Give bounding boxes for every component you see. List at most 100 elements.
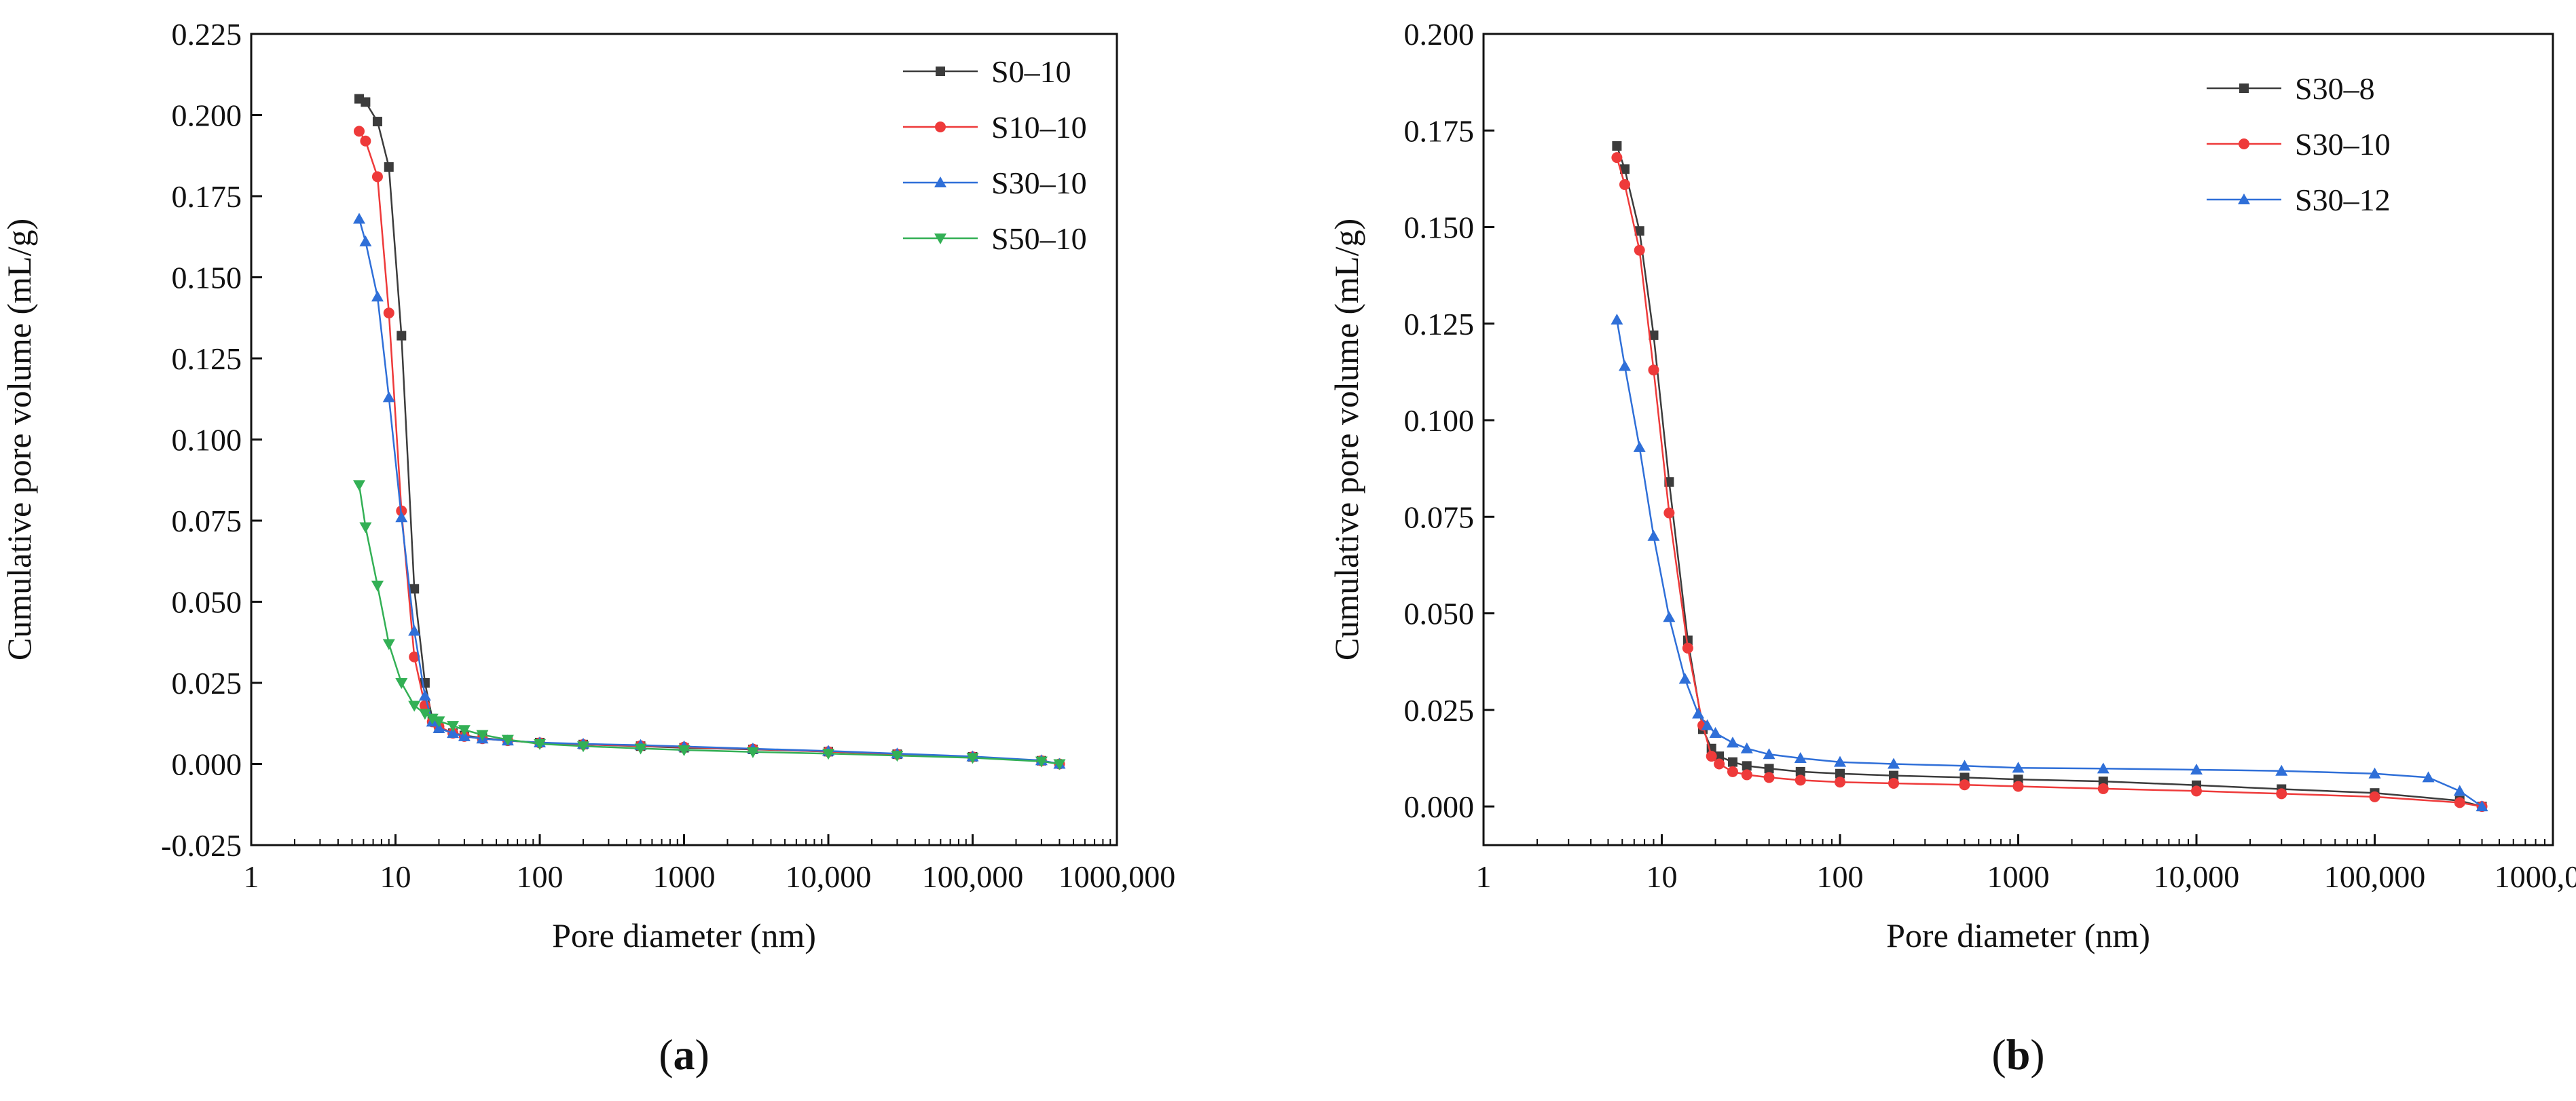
y-tick-label: 0.075 bbox=[1404, 500, 1475, 534]
y-tick-label: 0.175 bbox=[1404, 113, 1475, 148]
data-point bbox=[352, 480, 365, 491]
data-point bbox=[1764, 764, 1774, 774]
y-tick-label: 0.125 bbox=[172, 341, 242, 376]
data-point bbox=[501, 734, 514, 746]
data-point bbox=[447, 721, 460, 732]
data-point bbox=[2190, 764, 2203, 775]
data-point bbox=[1726, 736, 1739, 748]
x-tick-label: 100 bbox=[517, 859, 564, 894]
data-point bbox=[352, 212, 365, 224]
legend-entry: S30–10 bbox=[2207, 127, 2391, 162]
x-tick-label: 1000,000 bbox=[1059, 859, 1176, 894]
data-point bbox=[1958, 760, 1971, 771]
data-point bbox=[433, 716, 445, 728]
series-S0–10 bbox=[354, 94, 1065, 769]
data-point bbox=[1727, 757, 1737, 767]
data-point bbox=[2276, 788, 2287, 800]
panel-label: (b) bbox=[1991, 1030, 2044, 1079]
series-line bbox=[358, 130, 1060, 765]
y-axis: 0.000 0.025 0.050 0.075 0.100 0.125 0.150 0.175… bbox=[1404, 17, 1494, 824]
y-tick-label: 0.025 bbox=[1404, 693, 1475, 728]
data-point bbox=[2097, 762, 2110, 774]
data-point bbox=[1619, 179, 1631, 190]
data-point bbox=[2454, 797, 2465, 808]
data-point bbox=[1706, 751, 1717, 762]
x-axis: 1 10 100 1000 10,000 100,000 1000,000 bbox=[244, 834, 1176, 894]
legend-marker bbox=[934, 234, 946, 244]
data-point bbox=[2476, 800, 2488, 812]
data-point bbox=[1795, 775, 1806, 786]
data-point bbox=[371, 291, 384, 302]
legend-label: S30–10 bbox=[991, 166, 1087, 200]
x-tick-label: 100,000 bbox=[922, 859, 1024, 894]
data-point bbox=[408, 624, 421, 636]
y-tick-label: 0.025 bbox=[172, 666, 242, 701]
x-tick-label: 100,000 bbox=[2324, 859, 2426, 894]
y-tick-label: 0.225 bbox=[172, 17, 242, 52]
data-point bbox=[891, 751, 904, 762]
data-point bbox=[359, 235, 372, 246]
legend-entry: S0–10 bbox=[903, 54, 1071, 89]
data-point bbox=[746, 747, 759, 758]
data-point bbox=[2368, 767, 2381, 779]
data-point bbox=[1633, 441, 1646, 452]
y-tick-label: 0.125 bbox=[1404, 307, 1475, 341]
data-point bbox=[1649, 330, 1659, 340]
legend-marker bbox=[2238, 193, 2250, 204]
series-S30–8 bbox=[1612, 141, 2487, 812]
data-point bbox=[1741, 769, 1752, 781]
legend-marker bbox=[2239, 83, 2249, 93]
data-point bbox=[1959, 772, 1970, 783]
data-point bbox=[1663, 611, 1676, 622]
data-point bbox=[534, 739, 546, 750]
data-point bbox=[397, 331, 407, 341]
data-point bbox=[1663, 507, 1675, 519]
y-tick-label: 0.200 bbox=[1404, 17, 1475, 52]
data-point bbox=[384, 162, 394, 172]
y-tick-label: 0.100 bbox=[172, 423, 242, 458]
data-point bbox=[1611, 152, 1623, 164]
data-point bbox=[418, 709, 431, 720]
series-line bbox=[1616, 145, 2482, 808]
data-point bbox=[408, 701, 421, 712]
data-point bbox=[447, 727, 460, 739]
legend-label: S30–8 bbox=[2295, 71, 2375, 106]
data-point bbox=[2012, 762, 2025, 773]
data-point bbox=[2191, 785, 2202, 797]
legend-marker bbox=[936, 67, 945, 76]
data-point bbox=[360, 135, 371, 147]
data-point bbox=[1763, 748, 1775, 760]
data-point bbox=[1612, 141, 1622, 151]
data-point bbox=[1727, 766, 1738, 777]
data-point bbox=[1888, 758, 1900, 769]
x-tick-label: 1 bbox=[1476, 859, 1492, 894]
data-point bbox=[822, 749, 834, 760]
data-point bbox=[409, 651, 420, 663]
legend-entry: S30–8 bbox=[2207, 71, 2375, 106]
series-S10–10 bbox=[353, 126, 1065, 770]
data-point bbox=[395, 511, 408, 523]
data-point bbox=[1648, 365, 1659, 376]
data-point bbox=[382, 639, 395, 650]
legend-entry: S10–10 bbox=[903, 110, 1087, 145]
y-tick-label: 0.050 bbox=[1404, 597, 1475, 631]
legend-label: S0–10 bbox=[991, 54, 1071, 89]
x-tick-label: 10,000 bbox=[2154, 859, 2240, 894]
panel-label: (a) bbox=[659, 1030, 710, 1079]
y-tick-label: 0.075 bbox=[172, 504, 242, 538]
data-point bbox=[1682, 642, 1693, 654]
data-point bbox=[1035, 756, 1048, 768]
data-point bbox=[1795, 766, 1805, 777]
y-tick-label: 0.150 bbox=[1404, 210, 1475, 245]
data-point bbox=[1763, 772, 1775, 783]
x-axis-title: Pore diameter (nm) bbox=[552, 916, 816, 954]
x-tick-label: 10 bbox=[380, 859, 411, 894]
x-tick-label: 1000 bbox=[1987, 859, 2050, 894]
data-point bbox=[2369, 791, 2380, 802]
data-point bbox=[433, 722, 445, 733]
x-axis: 1 10 100 1000 10,000 100,000 1000,000 bbox=[1476, 834, 2576, 894]
chart-panel-a: 1 10 100 1000 10,000 100,000 1000,000 -0.025 0.0… bbox=[0, 17, 1175, 1079]
data-point bbox=[372, 117, 382, 127]
data-point bbox=[382, 391, 395, 403]
